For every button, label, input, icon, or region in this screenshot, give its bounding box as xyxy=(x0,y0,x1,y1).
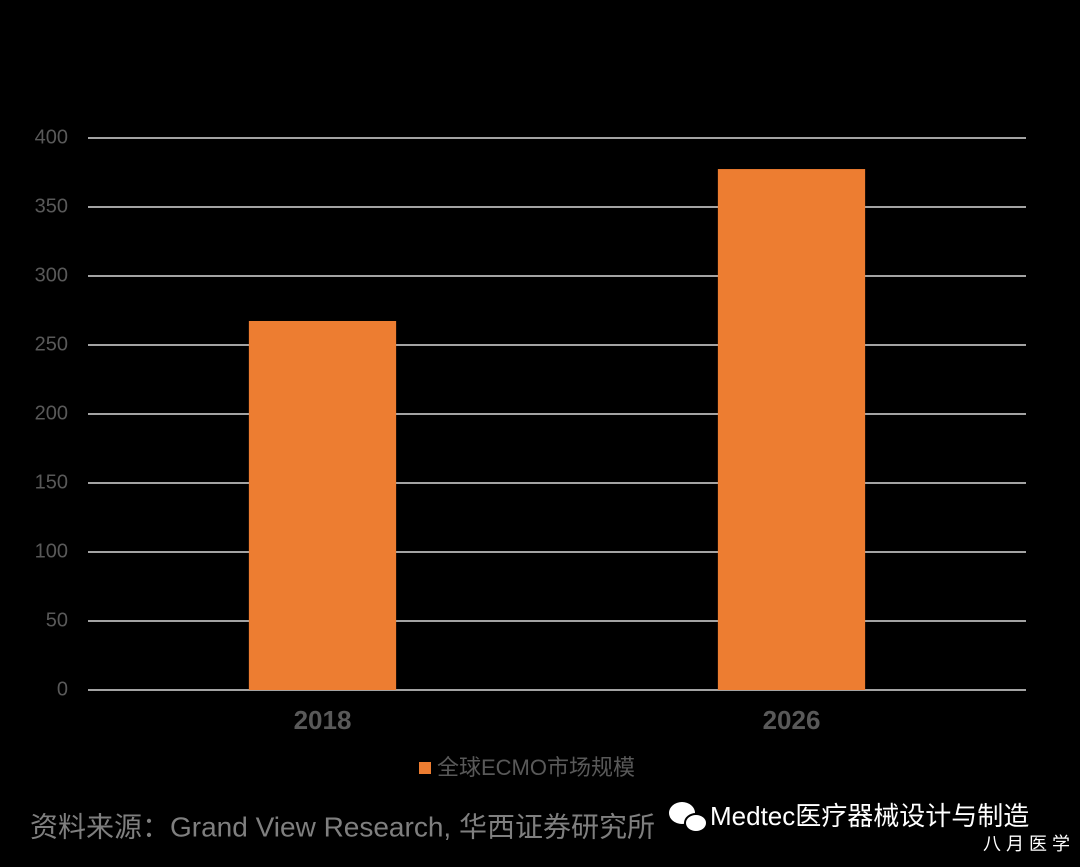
x-tick-label: 2018 xyxy=(294,705,352,735)
watermark-account: Medtec医疗器械设计与制造 xyxy=(710,801,1029,831)
source-note: 资料来源：Grand View Research, 华西证券研究所 xyxy=(30,811,655,842)
legend-swatch xyxy=(419,762,431,774)
icon-bubble xyxy=(684,813,708,833)
watermark-brand: 八 月 医 学 xyxy=(983,834,1070,854)
x-tick-label: 2026 xyxy=(763,705,821,735)
y-tick-label: 300 xyxy=(35,264,68,286)
wechat-icon xyxy=(669,802,708,833)
y-tick-label: 350 xyxy=(35,195,68,217)
y-tick-label: 100 xyxy=(35,540,68,562)
legend-label: 全球ECMO市场规模 xyxy=(437,755,635,780)
y-tick-label: 150 xyxy=(35,471,68,493)
bar xyxy=(717,169,866,691)
bar xyxy=(248,320,397,690)
y-tick-label: 400 xyxy=(35,126,68,148)
y-tick-label: 0 xyxy=(57,678,68,700)
y-tick-label: 200 xyxy=(35,402,68,424)
y-tick-label: 250 xyxy=(35,333,68,355)
y-tick-label: 50 xyxy=(46,609,68,631)
